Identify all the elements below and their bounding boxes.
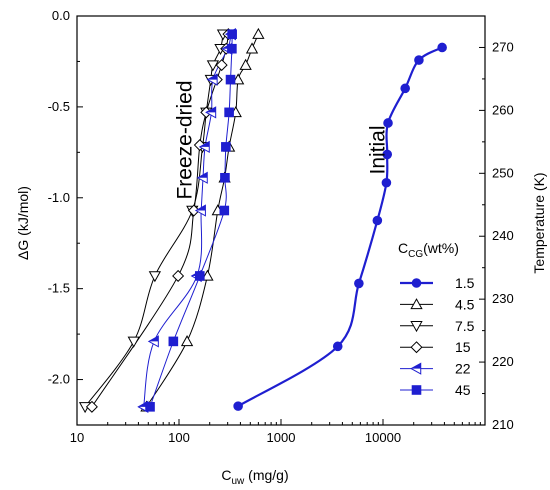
x-tick-label: 1000 (267, 430, 296, 445)
annotation-freeze-dried: Freeze-dried (174, 80, 197, 199)
y2-tick-label: 260 (492, 102, 514, 117)
data-point (225, 74, 236, 85)
data-point (233, 401, 243, 411)
data-point (332, 341, 343, 352)
data-point (372, 215, 383, 226)
legend: CCG(wt%) 1.5 4.5 7.5 15 22 45 (398, 240, 475, 398)
data-point (196, 171, 208, 184)
legend-label: 7.5 (455, 318, 475, 334)
series-markers (78, 27, 447, 414)
legend-label: 1.5 (455, 275, 475, 291)
annotation-initial: Initial (367, 125, 390, 174)
data-point (354, 278, 364, 289)
y2-tick-label: 230 (492, 291, 514, 306)
series-curves (84, 33, 443, 408)
data-point (414, 55, 424, 65)
data-point (147, 335, 159, 348)
data-point (383, 118, 393, 128)
y2-tick-label: 250 (492, 165, 514, 180)
data-point (168, 336, 179, 347)
axis-ticks: 10 100 1000 10000 0.0 -0.5 -1.0 -1.5 -2.0 210 220 2… (48, 8, 514, 445)
data-point (205, 106, 217, 119)
series-line (149, 34, 233, 407)
data-point (206, 73, 218, 86)
series-line (84, 34, 224, 408)
data-point (172, 269, 185, 282)
x-axis-title: Cuw (mg/g) (221, 467, 288, 487)
y2-tick-label: 210 (492, 417, 514, 432)
x-tick-label: 100 (168, 430, 190, 445)
legend-label: 15 (455, 339, 471, 355)
data-point (221, 142, 231, 152)
x-axis-title-sub: uw (231, 476, 245, 487)
y-tick-label: 0.0 (52, 8, 70, 23)
legend-marker (410, 362, 422, 375)
x-tick-label: 10000 (365, 430, 401, 445)
data-point (245, 42, 259, 54)
data-point (382, 149, 393, 160)
data-point (187, 204, 200, 217)
data-point (252, 27, 265, 39)
legend-marker-fill (411, 363, 421, 369)
data-point (224, 107, 234, 118)
y2-tick-label: 220 (492, 354, 514, 369)
legend-label: 22 (455, 361, 471, 377)
legend-marker (410, 321, 423, 333)
data-point (85, 400, 98, 413)
data-point (437, 42, 447, 53)
data-point (220, 172, 230, 183)
y2-tick-label: 270 (492, 39, 514, 54)
data-point-fill (207, 74, 218, 80)
data-point-fill (197, 172, 208, 178)
legend-marker (411, 278, 422, 288)
x-axis-title-main: C (221, 467, 231, 483)
data-point (231, 73, 245, 85)
data-point (381, 177, 392, 188)
y-tick-label: -2.0 (48, 372, 70, 387)
data-point (201, 269, 214, 281)
data-point (206, 60, 220, 72)
y2-axis-title: Temperature (K) (531, 172, 547, 273)
legend-marker (411, 385, 422, 395)
legend-marker (410, 298, 423, 310)
data-point-fill (195, 205, 206, 211)
data-point (239, 58, 252, 70)
series-line (237, 46, 443, 408)
legend-label: 45 (455, 382, 471, 398)
data-point (127, 336, 140, 348)
y-tick-label: -1.0 (48, 190, 70, 205)
data-point (195, 271, 205, 281)
data-point (215, 59, 228, 72)
legend-title-suffix: (wt%) (423, 240, 459, 256)
legend-title: CCG(wt%) (398, 240, 459, 260)
data-point (227, 43, 237, 54)
data-point-fill (148, 336, 159, 342)
data-point (198, 140, 210, 154)
data-point (227, 29, 237, 39)
data-point-fill (199, 141, 210, 147)
data-point (180, 335, 194, 347)
y-tick-label: -0.5 (48, 99, 70, 114)
series-line (146, 33, 259, 408)
legend-title-sub: CG (408, 249, 423, 260)
x-axis-title-unit: (mg/g) (244, 467, 288, 483)
y-tick-label: -1.5 (48, 281, 70, 296)
data-point (400, 83, 410, 94)
y2-tick-label: 240 (492, 228, 514, 243)
x-tick-label: 10 (70, 430, 84, 445)
data-point (194, 204, 206, 217)
data-point (145, 402, 155, 412)
plot-frame (76, 15, 486, 426)
y-axis-title: ΔG (kJ/mol) (15, 186, 31, 260)
data-point (148, 271, 162, 283)
data-point (219, 205, 230, 216)
legend-label: 4.5 (455, 296, 475, 312)
series-line (91, 34, 229, 408)
legend-title-main: C (398, 240, 408, 256)
legend-marker (410, 341, 423, 354)
data-point-fill (206, 107, 216, 113)
